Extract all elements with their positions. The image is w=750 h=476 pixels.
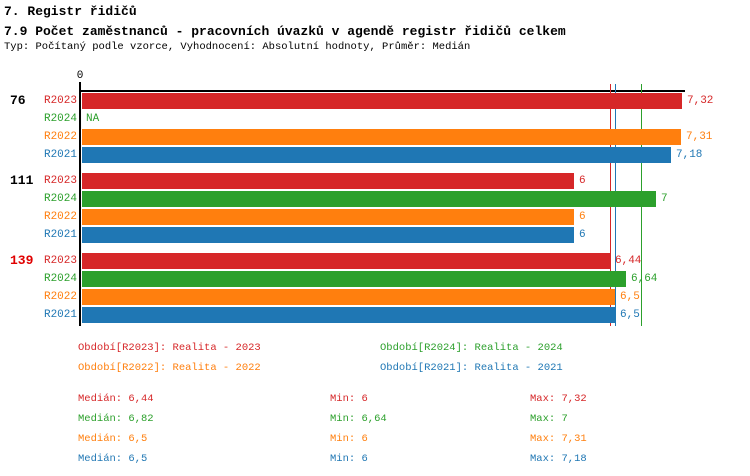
stat-min-r2024: Min: 6,64 bbox=[330, 413, 387, 425]
bar-value-label: 6,5 bbox=[620, 309, 640, 321]
chart-subtitle: Typ: Počítaný podle vzorce, Vyhodnocení:… bbox=[4, 41, 471, 53]
bar-value-label: 7 bbox=[661, 193, 668, 205]
stat-max-r2022: Max: 7,31 bbox=[530, 433, 587, 445]
legend-item-r2024: Období[R2024]: Realita - 2024 bbox=[380, 342, 563, 354]
bar bbox=[82, 253, 610, 269]
bar bbox=[82, 173, 574, 189]
bar-value-label: 7,31 bbox=[686, 131, 713, 143]
bar-value-label: 6,44 bbox=[615, 255, 642, 267]
bar-value-label: 6 bbox=[579, 175, 586, 187]
stat-min-r2023: Min: 6 bbox=[330, 393, 368, 405]
bar-row-label: R2022 bbox=[43, 211, 77, 223]
bar-row-label: R2023 bbox=[43, 95, 77, 107]
bar-row-label: R2024 bbox=[43, 193, 77, 205]
bar-row-label: R2024 bbox=[43, 113, 77, 125]
zero-tick-label: 0 bbox=[76, 70, 84, 82]
bar-row-label: R2021 bbox=[43, 309, 77, 321]
group-label: 111 bbox=[10, 173, 34, 188]
bar-row-label: R2022 bbox=[43, 291, 77, 303]
bar-row-label: R2024 bbox=[43, 273, 77, 285]
chart-title: 7.9 Počet zaměstnanců - pracovních úvazk… bbox=[4, 24, 566, 39]
bar bbox=[82, 289, 615, 305]
bar bbox=[82, 129, 681, 145]
group-label: 76 bbox=[10, 93, 26, 108]
section-title: 7. Registr řidičů bbox=[4, 4, 137, 19]
bar-value-label: 6 bbox=[579, 229, 586, 241]
stat-median-r2023: Medián: 6,44 bbox=[78, 393, 154, 405]
y-axis-line bbox=[79, 90, 81, 326]
bar-value-label: 6,64 bbox=[631, 273, 658, 285]
stat-median-r2024: Medián: 6,82 bbox=[78, 413, 154, 425]
stat-median-r2021: Medián: 6,5 bbox=[78, 453, 148, 465]
zero-tick bbox=[79, 82, 81, 90]
bar bbox=[82, 209, 574, 225]
bar bbox=[82, 147, 671, 163]
bar-row-label: R2022 bbox=[43, 131, 77, 143]
stat-min-r2022: Min: 6 bbox=[330, 433, 368, 445]
bar bbox=[82, 271, 626, 287]
bar-row-label: R2023 bbox=[43, 255, 77, 267]
stat-min-r2021: Min: 6 bbox=[330, 453, 368, 465]
stat-max-r2021: Max: 7,18 bbox=[530, 453, 587, 465]
legend-item-r2023: Období[R2023]: Realita - 2023 bbox=[78, 342, 261, 354]
bar-value-label: 7,32 bbox=[687, 95, 714, 107]
bar bbox=[82, 227, 574, 243]
bar-value-label: 6,5 bbox=[620, 291, 640, 303]
group-label: 139 bbox=[10, 253, 34, 268]
stat-max-r2023: Max: 7,32 bbox=[530, 393, 587, 405]
bar bbox=[82, 307, 615, 323]
x-axis-line bbox=[79, 90, 686, 92]
stat-max-r2024: Max: 7 bbox=[530, 413, 568, 425]
bar-value-label: 7,18 bbox=[676, 149, 703, 161]
na-label: NA bbox=[86, 113, 100, 125]
legend-item-r2021: Období[R2021]: Realita - 2021 bbox=[380, 362, 563, 374]
legend-item-r2022: Období[R2022]: Realita - 2022 bbox=[78, 362, 261, 374]
bar-value-label: 6 bbox=[579, 211, 586, 223]
bar bbox=[82, 93, 682, 109]
bar-row-label: R2021 bbox=[43, 229, 77, 241]
bar-row-label: R2021 bbox=[43, 149, 77, 161]
bar bbox=[82, 191, 656, 207]
stat-median-r2022: Medián: 6,5 bbox=[78, 433, 148, 445]
bar-row-label: R2023 bbox=[43, 175, 77, 187]
